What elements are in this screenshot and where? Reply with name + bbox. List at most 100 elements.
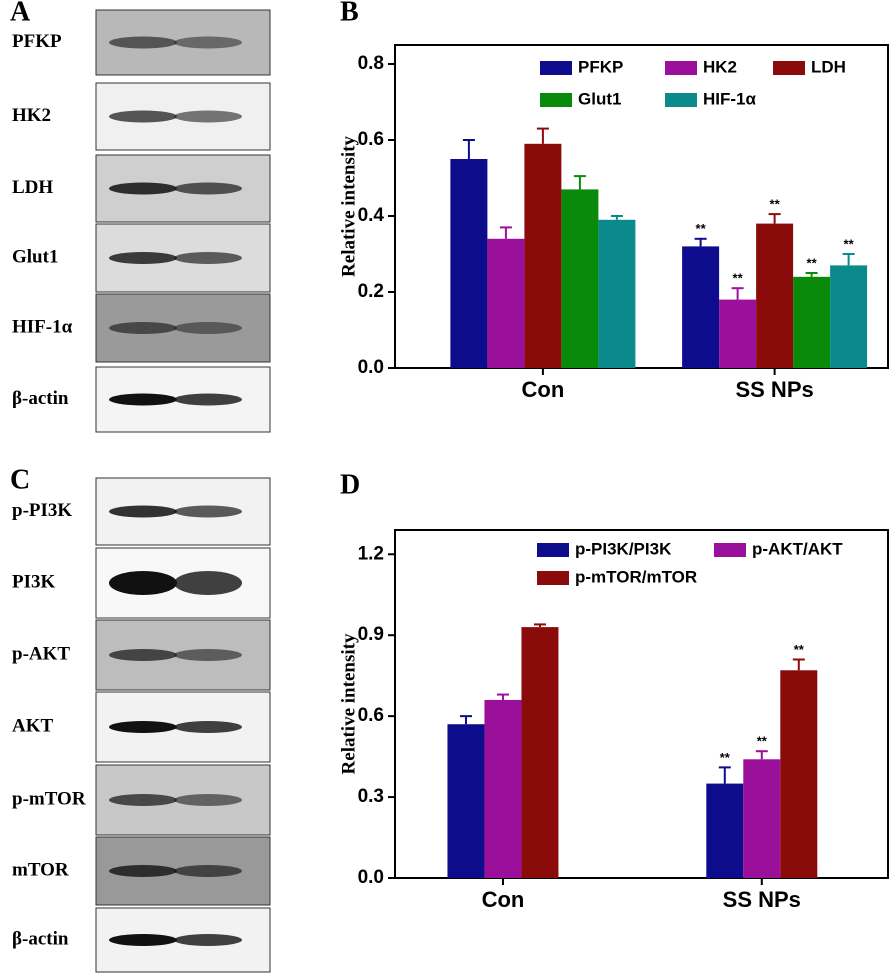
blot-band xyxy=(174,934,242,946)
blot-band xyxy=(109,252,177,264)
blot-band xyxy=(174,721,242,733)
bar xyxy=(484,699,522,878)
blot-band xyxy=(109,934,177,946)
bar xyxy=(561,189,599,368)
plot-frame xyxy=(394,529,889,879)
blot-label: HK2 xyxy=(12,105,51,126)
panel-label: A xyxy=(10,0,31,27)
bar xyxy=(524,143,562,368)
error-bar xyxy=(496,693,509,700)
legend-swatch xyxy=(537,571,569,585)
error-bar xyxy=(694,237,707,247)
blot-label: PI3K xyxy=(12,571,56,592)
bar xyxy=(487,238,525,368)
significance: ** xyxy=(720,750,731,765)
blot-band xyxy=(109,182,177,195)
bar xyxy=(521,627,559,878)
legend-swatch xyxy=(540,93,572,107)
error-bar xyxy=(755,750,768,760)
error-bar xyxy=(573,175,586,190)
legend-label: p-mTOR/mTOR xyxy=(575,567,697,586)
significance: ** xyxy=(696,221,707,236)
blot-band xyxy=(174,794,242,806)
panel-label: B xyxy=(340,0,359,27)
bar xyxy=(830,265,868,368)
plot-frame xyxy=(394,44,889,369)
blot-band xyxy=(174,505,242,518)
blot-label: LDH xyxy=(12,177,53,198)
error-bar xyxy=(718,766,731,784)
blot-band xyxy=(109,36,177,49)
blot-label: AKT xyxy=(12,715,54,736)
blot-band xyxy=(174,571,242,595)
bar xyxy=(450,159,488,368)
error-bar xyxy=(842,253,855,266)
x-tick-label: Con xyxy=(482,887,525,912)
y-tick-label: 0.0 xyxy=(358,867,384,888)
panel-label: C xyxy=(10,464,30,495)
significance: ** xyxy=(770,197,781,212)
error-bar xyxy=(805,272,818,277)
error-bar xyxy=(610,215,623,220)
x-tick-label: SS NPs xyxy=(723,887,801,912)
y-axis-label: Relative intensity xyxy=(338,136,359,277)
blot-label: p-PI3K xyxy=(12,500,72,521)
x-tick-label: SS NPs xyxy=(735,377,813,402)
legend-swatch xyxy=(540,61,572,75)
y-tick-label: 0.0 xyxy=(358,357,384,378)
significance: ** xyxy=(733,271,744,286)
legend-swatch xyxy=(665,61,697,75)
blot-label: p-mTOR xyxy=(12,788,86,809)
error-bar xyxy=(459,715,472,725)
y-tick-label: 0.3 xyxy=(358,786,384,807)
y-tick-label: 1.2 xyxy=(358,543,384,564)
legend-swatch xyxy=(714,543,746,557)
legend-swatch xyxy=(773,61,805,75)
blot-label: PFKP xyxy=(12,31,62,52)
blot-band xyxy=(109,393,177,406)
error-bar xyxy=(536,127,549,144)
blot-band xyxy=(174,393,242,406)
blot-label: p-AKT xyxy=(12,643,70,664)
blot-band xyxy=(109,865,177,877)
blot-band xyxy=(174,182,242,195)
blot-label: β-actin xyxy=(12,388,69,409)
y-tick-label: 0.8 xyxy=(358,53,384,74)
blot-band xyxy=(109,571,177,595)
legend-label: HIF-1α xyxy=(703,89,757,108)
significance: ** xyxy=(844,236,855,251)
legend-label: p-PI3K/PI3K xyxy=(575,539,672,558)
y-axis-label: Relative intensity xyxy=(338,633,359,774)
legend-swatch xyxy=(665,93,697,107)
blot-band xyxy=(109,721,177,733)
significance: ** xyxy=(794,642,805,657)
error-bar xyxy=(499,226,512,239)
y-tick-label: 0.9 xyxy=(358,624,384,645)
blot-label: β-actin xyxy=(12,928,69,949)
bar xyxy=(743,759,781,878)
blot-band xyxy=(174,649,242,661)
blot-band xyxy=(109,649,177,661)
y-tick-label: 0.6 xyxy=(358,705,384,726)
blot-band xyxy=(109,322,177,334)
legend-label: HK2 xyxy=(703,57,737,76)
significance: ** xyxy=(807,255,818,270)
legend-label: PFKP xyxy=(578,57,623,76)
legend-label: p-AKT/AKT xyxy=(752,539,843,558)
legend-swatch xyxy=(537,543,569,557)
bar xyxy=(682,246,720,368)
blot-band xyxy=(109,794,177,806)
blot-label: Glut1 xyxy=(12,246,58,267)
error-bar xyxy=(731,287,744,300)
blot-band xyxy=(109,505,177,518)
error-bar xyxy=(533,623,546,628)
bar xyxy=(719,299,757,368)
blot-band xyxy=(174,322,242,334)
significance: ** xyxy=(757,734,768,749)
y-tick-label: 0.4 xyxy=(358,205,385,226)
error-bar xyxy=(768,213,781,224)
bar xyxy=(447,724,485,878)
panel-label: D xyxy=(340,469,360,500)
